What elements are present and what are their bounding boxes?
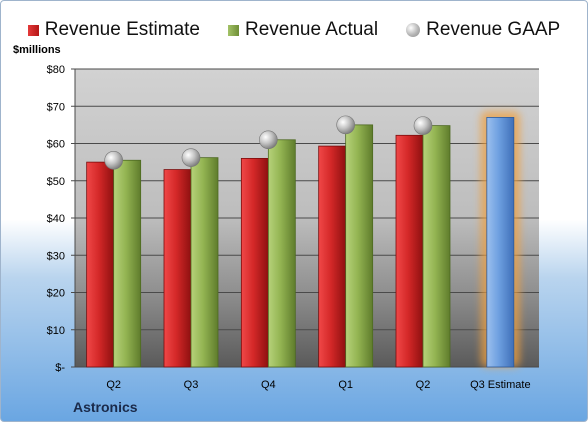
x-tick-label: Q2 xyxy=(106,379,121,391)
x-tick-label: Q3 Estimate xyxy=(470,379,531,391)
legend-item-actual: Revenue Actual xyxy=(228,19,378,41)
legend-swatch-actual xyxy=(228,24,239,36)
bar-actual xyxy=(113,159,142,368)
y-tick-label: $- xyxy=(55,362,65,374)
bar-estimate xyxy=(240,157,269,368)
point-gaap xyxy=(104,150,123,170)
bar-estimate xyxy=(163,169,192,368)
legend-item-gaap: Revenue GAAP xyxy=(406,19,560,41)
company-name: Astronics xyxy=(73,399,138,415)
x-tick-label: Q1 xyxy=(338,379,353,391)
bar-actual xyxy=(267,139,296,368)
legend-label-estimate: Revenue Estimate xyxy=(44,19,200,40)
x-tick-label: Q4 xyxy=(261,379,276,391)
bar-actual xyxy=(190,157,219,368)
bar-estimate xyxy=(486,117,515,368)
legend: Revenue Estimate Revenue Actual Revenue … xyxy=(1,15,587,45)
legend-swatch-gaap xyxy=(406,23,421,37)
y-tick-label: $80 xyxy=(47,64,65,76)
x-tick-label: Q2 xyxy=(416,379,431,391)
y-tick-label: $10 xyxy=(47,325,65,337)
x-tick-label: Q3 xyxy=(184,379,199,391)
y-axis-unit-label: $millions xyxy=(13,44,61,56)
bar-actual xyxy=(345,124,374,368)
bar-estimate xyxy=(318,145,347,368)
bar-actual xyxy=(422,125,451,368)
legend-label-gaap: Revenue GAAP xyxy=(426,19,561,40)
point-gaap xyxy=(336,115,355,135)
y-tick-label: $20 xyxy=(47,288,65,300)
point-gaap xyxy=(259,130,278,150)
y-tick-label: $30 xyxy=(47,250,65,262)
y-tick-label: $40 xyxy=(47,213,65,225)
y-tick-label: $70 xyxy=(47,101,65,113)
legend-label-actual: Revenue Actual xyxy=(245,19,379,40)
y-tick-label: $60 xyxy=(47,139,65,151)
bar-estimate xyxy=(86,161,115,368)
y-tick-label: $50 xyxy=(47,176,65,188)
point-gaap xyxy=(181,148,201,167)
legend-swatch-estimate xyxy=(27,24,39,36)
legend-item-estimate: Revenue Estimate xyxy=(27,19,200,41)
bar-estimate xyxy=(395,134,424,368)
point-gaap xyxy=(413,116,433,135)
